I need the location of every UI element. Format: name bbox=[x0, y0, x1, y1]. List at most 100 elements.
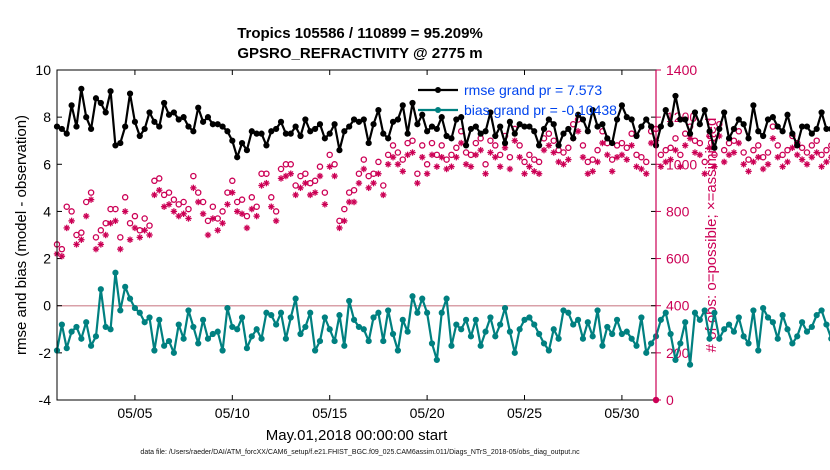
obs-possible-marker bbox=[175, 201, 182, 208]
obs-possible-marker bbox=[823, 146, 830, 154]
obs-possible-marker bbox=[345, 189, 353, 196]
rmse-data-point bbox=[68, 102, 75, 109]
bias-data-point bbox=[555, 335, 562, 342]
bias-data-point bbox=[277, 309, 285, 316]
obs-assimilated-stroke bbox=[429, 152, 435, 158]
obs-assimilated-marker bbox=[813, 149, 820, 156]
bias-data-point bbox=[292, 295, 299, 302]
obs-assimilated-marker bbox=[311, 189, 319, 196]
rmse-data-point bbox=[730, 125, 738, 133]
obs-possible-marker bbox=[146, 222, 153, 229]
rmse-data-point bbox=[399, 102, 406, 109]
obs-possible-marker bbox=[229, 177, 236, 185]
obs-assimilated-stroke bbox=[185, 215, 192, 222]
obs-assimilated-stroke bbox=[127, 237, 133, 243]
y-left-tick-label: 8 bbox=[43, 109, 51, 125]
obs-possible-marker bbox=[180, 198, 187, 206]
rmse-data-point bbox=[497, 123, 504, 130]
obs-assimilated-marker bbox=[735, 139, 742, 147]
obs-assimilated-stroke bbox=[171, 208, 177, 215]
obs-assimilated-marker bbox=[302, 179, 309, 187]
bias-data-point bbox=[657, 316, 664, 323]
obs-assimilated-marker bbox=[633, 163, 640, 170]
obs-assimilated-marker bbox=[117, 245, 124, 253]
bias-data-point bbox=[180, 335, 187, 342]
bias-data-point bbox=[297, 330, 304, 338]
rmse-data-point bbox=[760, 132, 767, 140]
rmse-data-point bbox=[287, 130, 294, 137]
obs-possible-marker bbox=[141, 215, 148, 222]
obs-assimilated-marker bbox=[190, 184, 197, 192]
obs-assimilated-marker bbox=[579, 154, 587, 161]
rmse-data-point bbox=[487, 109, 494, 116]
rmse-data-point bbox=[316, 121, 324, 128]
data-file-footer: data file: /Users/raeder/DAI/ATM_forcXX/… bbox=[140, 449, 580, 456]
obs-assimilated-stroke bbox=[297, 185, 304, 191]
x-axis-label: May.01,2018 00:00:00 start bbox=[266, 427, 448, 444]
rmse-data-point bbox=[633, 132, 640, 140]
bias-data-point bbox=[628, 335, 635, 342]
rmse-data-point bbox=[389, 118, 397, 125]
obs-assimilated-marker bbox=[414, 179, 421, 187]
obs-assimilated-stroke bbox=[804, 161, 810, 167]
obs-possible-marker bbox=[618, 139, 626, 147]
obs-assimilated-stroke bbox=[390, 154, 396, 160]
bias-data-point bbox=[511, 349, 518, 356]
obs-assimilated-marker bbox=[745, 168, 752, 175]
obs-assimilated-marker bbox=[574, 128, 582, 135]
obs-assimilated-marker bbox=[219, 220, 226, 227]
obs-possible-marker bbox=[730, 137, 738, 144]
rmse-data-point bbox=[277, 118, 285, 125]
obs-assimilated-stroke bbox=[721, 159, 727, 165]
obs-assimilated-stroke bbox=[249, 206, 255, 212]
rmse-data-point bbox=[769, 114, 776, 121]
y-left-tick-label: -2 bbox=[39, 345, 52, 361]
obs-assimilated-marker bbox=[691, 149, 699, 156]
rmse-data-point bbox=[428, 123, 436, 130]
obs-assimilated-marker bbox=[399, 168, 406, 175]
obs-assimilated-stroke bbox=[692, 149, 698, 156]
bias-data-point bbox=[78, 335, 85, 342]
bias-data-point bbox=[599, 342, 606, 349]
obs-assimilated-marker bbox=[394, 161, 402, 168]
obs-assimilated-marker bbox=[535, 170, 543, 177]
obs-assimilated-marker bbox=[759, 165, 767, 173]
bias-data-point bbox=[501, 304, 509, 312]
obs-assimilated-marker bbox=[83, 212, 90, 220]
bias-data-point bbox=[745, 340, 752, 347]
rmse-data-point bbox=[438, 114, 445, 121]
obs-assimilated-stroke bbox=[697, 152, 703, 158]
rmse-data-point bbox=[555, 142, 562, 149]
obs-assimilated-marker bbox=[467, 163, 475, 170]
obs-assimilated-stroke bbox=[98, 241, 104, 248]
obs-possible-marker bbox=[667, 144, 674, 152]
obs-assimilated-marker bbox=[209, 215, 217, 222]
obs-zero-marker bbox=[652, 396, 660, 404]
bias-data-point bbox=[141, 319, 148, 326]
bias-data-point bbox=[497, 321, 504, 328]
obs-possible-marker bbox=[399, 156, 407, 163]
obs-assimilated-stroke bbox=[176, 213, 182, 219]
obs-possible-marker bbox=[248, 194, 256, 201]
bias-data-point bbox=[550, 326, 557, 333]
obs-assimilated-stroke bbox=[346, 199, 352, 205]
rmse-data-point bbox=[745, 135, 752, 142]
bias-data-point bbox=[453, 321, 460, 328]
obs-assimilated-marker bbox=[268, 203, 275, 210]
rmse-data-point bbox=[540, 125, 548, 133]
bias-data-point bbox=[682, 319, 689, 326]
obs-possible-marker bbox=[297, 172, 304, 180]
obs-assimilated-stroke bbox=[560, 161, 567, 167]
obs-assimilated-stroke bbox=[541, 147, 547, 153]
rmse-data-point bbox=[97, 99, 104, 107]
legend-rmse-label: rmse grand pr = 7.573 bbox=[464, 82, 602, 98]
obs-assimilated-marker bbox=[511, 137, 518, 144]
obs-assimilated-marker bbox=[97, 241, 105, 248]
rmse-data-point bbox=[711, 144, 718, 151]
obs-possible-marker bbox=[326, 151, 333, 159]
obs-assimilated-marker bbox=[774, 154, 781, 161]
obs-possible-marker bbox=[316, 163, 324, 170]
obs-assimilated-marker bbox=[789, 144, 796, 151]
bias-data-point bbox=[370, 314, 377, 321]
bias-data-point bbox=[404, 328, 411, 335]
